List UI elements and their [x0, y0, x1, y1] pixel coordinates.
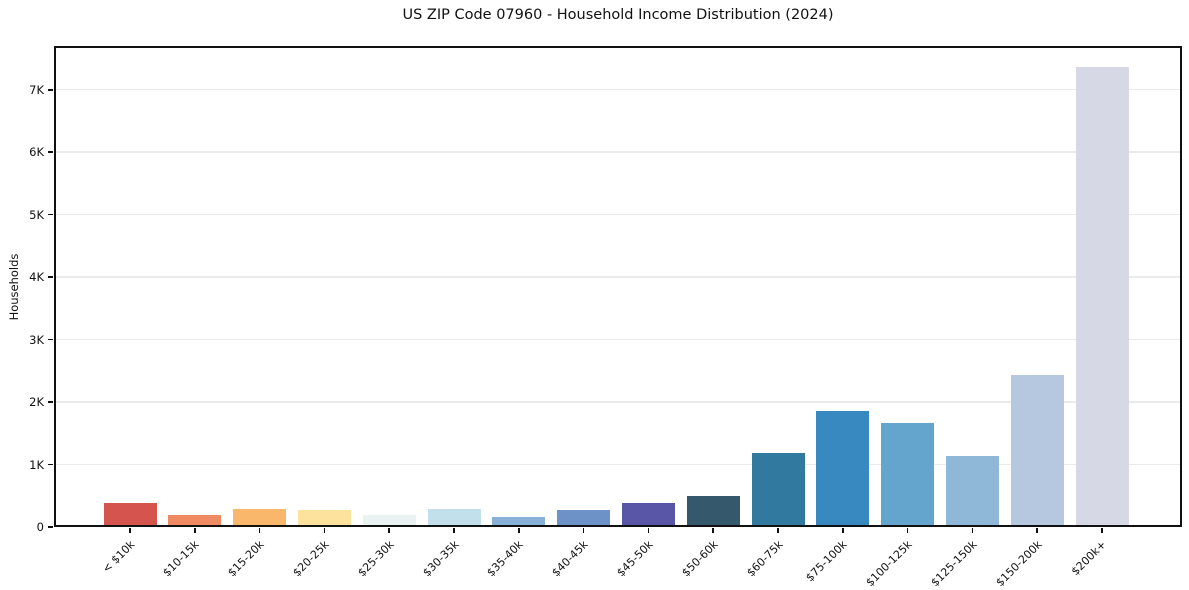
bar-$150-200k — [1010, 375, 1064, 527]
bar-$25-30k — [362, 515, 416, 527]
gridline — [54, 338, 1182, 341]
x-tick-mark — [712, 528, 714, 533]
x-tick-label: $20-25k — [290, 538, 332, 580]
bar-$50-60k — [686, 496, 740, 527]
bar-$75-100k — [816, 411, 870, 527]
top-spine — [54, 46, 1182, 48]
y-tick-mark — [48, 276, 53, 278]
x-tick-mark — [1036, 528, 1038, 533]
left-spine — [54, 46, 56, 527]
x-tick-label: $125-150k — [928, 538, 980, 590]
y-tick-mark — [48, 401, 53, 403]
y-tick-mark — [48, 463, 53, 466]
y-tick-label: 2K — [29, 395, 44, 410]
x-tick-label: $40-45k — [549, 538, 591, 580]
bar-$10-15k — [168, 514, 222, 527]
y-tick-mark — [48, 88, 53, 91]
x-tick-mark — [647, 528, 650, 533]
x-tick-mark — [971, 528, 974, 533]
gridline — [54, 151, 1182, 153]
x-tick-label: $25-30k — [355, 538, 397, 580]
x-tick-mark — [518, 528, 520, 533]
x-tick-label: $10-15k — [160, 538, 203, 580]
y-tick-label: 0 — [36, 520, 44, 534]
x-tick-label: $200k+ — [1069, 538, 1110, 579]
bar-$30-35k — [427, 509, 481, 527]
bar-$40-45k — [557, 509, 611, 527]
x-tick-label: $15-20k — [225, 538, 267, 580]
bar-$100-125k — [881, 423, 935, 527]
x-tick-mark — [777, 528, 779, 533]
y-tick-label: 5K — [29, 207, 44, 222]
bar-$15-20k — [233, 508, 287, 527]
bar-$200k+ — [1075, 67, 1129, 527]
y-axis-label: Households — [7, 253, 21, 321]
x-tick-label: $150-200k — [993, 538, 1045, 590]
gridline — [54, 276, 1182, 278]
bar-$20-25k — [297, 509, 351, 527]
y-tick-label: 4K — [29, 270, 44, 285]
right-spine — [1180, 46, 1182, 527]
x-tick-mark — [129, 528, 131, 533]
gridline — [54, 463, 1182, 466]
y-tick-mark — [48, 526, 53, 528]
y-tick-label: 1K — [29, 457, 44, 472]
x-tick-mark — [1101, 528, 1103, 533]
x-tick-label: $45-50k — [614, 538, 656, 580]
gridline — [54, 88, 1182, 91]
gridline — [54, 213, 1182, 216]
bar-$45-50k — [621, 503, 675, 527]
x-tick-label: $50-60k — [679, 538, 721, 580]
bar-$60-75k — [751, 452, 805, 527]
bottom-spine — [54, 525, 1182, 527]
x-tick-mark — [323, 528, 326, 533]
gridline — [54, 401, 1182, 403]
bar-< $10k — [103, 502, 157, 527]
x-tick-label: $100-125k — [863, 538, 915, 590]
x-tick-mark — [388, 528, 390, 533]
x-tick-label: < $10k — [99, 538, 138, 576]
y-tick-mark — [48, 151, 53, 153]
x-tick-label: $30-35k — [419, 538, 462, 580]
x-tick-label: $60-75k — [743, 538, 786, 580]
x-tick-mark — [842, 528, 844, 533]
bar-$125-150k — [945, 456, 999, 527]
chart-title: US ZIP Code 07960 - Household Income Dis… — [402, 7, 834, 23]
y-tick-mark — [48, 213, 53, 216]
x-tick-mark — [906, 528, 909, 533]
y-tick-label: 3K — [29, 332, 44, 347]
x-tick-mark — [582, 528, 585, 533]
y-tick-label: 7K — [29, 82, 44, 97]
bar-$35-40k — [492, 517, 546, 527]
y-tick-mark — [48, 338, 53, 341]
x-tick-mark — [258, 528, 261, 533]
plot-area — [54, 46, 1182, 527]
x-tick-mark — [453, 528, 455, 533]
x-tick-mark — [194, 528, 196, 533]
y-tick-label: 6K — [29, 145, 44, 160]
x-tick-label: $75-100k — [803, 538, 851, 585]
x-tick-label: $35-40k — [484, 538, 527, 580]
